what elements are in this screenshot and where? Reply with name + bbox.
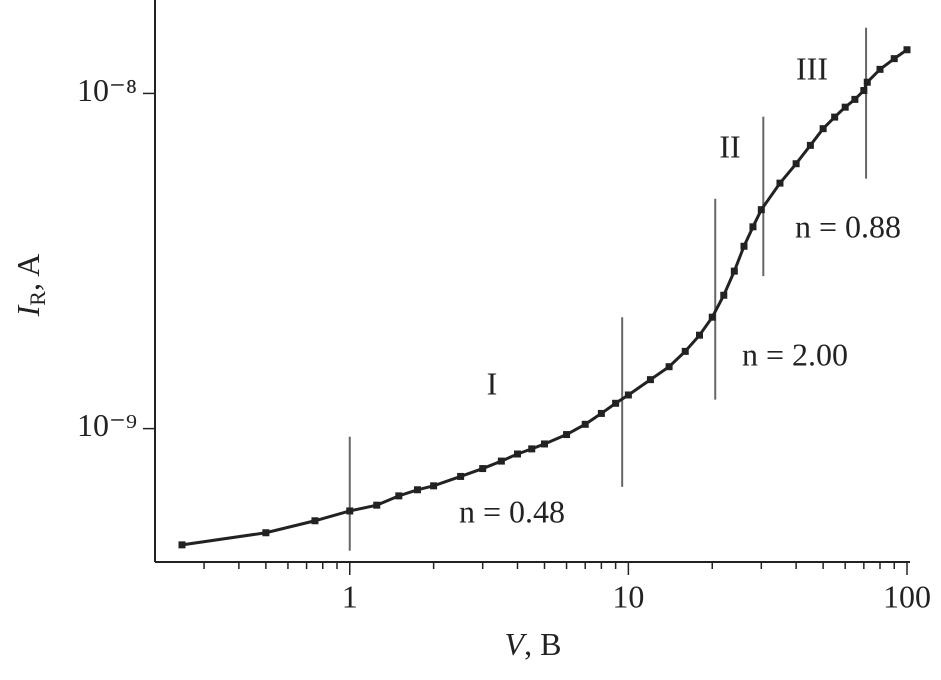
x-tick-label: 10: [612, 578, 644, 614]
y-label-symbol: I: [10, 304, 46, 317]
data-point: [903, 46, 911, 54]
data-point: [178, 541, 186, 549]
data-point: [581, 420, 589, 428]
data-line: [181, 48, 908, 547]
x-axis-label: V, В: [505, 626, 562, 662]
y-label-subscript: R: [25, 291, 50, 306]
data-point: [373, 501, 381, 509]
data-point: [730, 267, 738, 275]
data-point: [457, 472, 465, 480]
data-point: [624, 391, 632, 399]
data-point: [860, 87, 868, 95]
x-tick-label: 100: [883, 578, 931, 614]
data-point: [757, 206, 765, 214]
data-point: [430, 482, 438, 490]
data-point: [479, 465, 487, 473]
data-point: [413, 486, 421, 494]
data-point: [841, 103, 849, 111]
annotation: I: [487, 365, 498, 401]
data-point: [563, 431, 571, 439]
annotation: n = 0.88: [795, 208, 901, 244]
x-tick-label: 1: [342, 578, 358, 614]
data-point: [792, 160, 800, 168]
data-point: [740, 242, 748, 250]
y-label-unit: , A: [10, 254, 46, 291]
data-point: [876, 65, 884, 73]
x-label-unit: , В: [524, 626, 561, 662]
data-point: [863, 78, 871, 86]
data-point: [720, 291, 728, 299]
data-point: [819, 125, 827, 133]
data-point: [346, 507, 354, 515]
annotation: II: [719, 128, 740, 164]
data-point: [831, 113, 839, 121]
data-point: [749, 223, 757, 231]
data-point: [708, 313, 716, 321]
y-tick-label: 10⁻⁹: [77, 407, 137, 443]
data-point: [597, 409, 605, 417]
annotation: n = 2.00: [742, 336, 848, 372]
x-label-symbol: V: [505, 626, 528, 662]
data-point: [890, 55, 898, 63]
data-point: [612, 399, 620, 407]
y-tick-label: 10⁻⁸: [77, 72, 137, 108]
data-point: [528, 445, 536, 453]
data-point: [665, 363, 673, 371]
y-axis-label: IR, A: [10, 254, 50, 318]
data-point: [806, 141, 814, 149]
data-point: [851, 95, 859, 103]
data-point: [696, 331, 704, 339]
annotation: III: [796, 50, 828, 86]
data-point: [513, 450, 521, 458]
data-point: [646, 376, 654, 384]
data-point: [681, 347, 689, 355]
data-point: [262, 529, 270, 537]
annotation: n = 0.48: [459, 493, 565, 529]
data-point: [541, 440, 549, 448]
data-point: [776, 179, 784, 187]
data-point: [311, 517, 319, 525]
data-point: [395, 492, 403, 500]
data-point: [497, 457, 505, 465]
